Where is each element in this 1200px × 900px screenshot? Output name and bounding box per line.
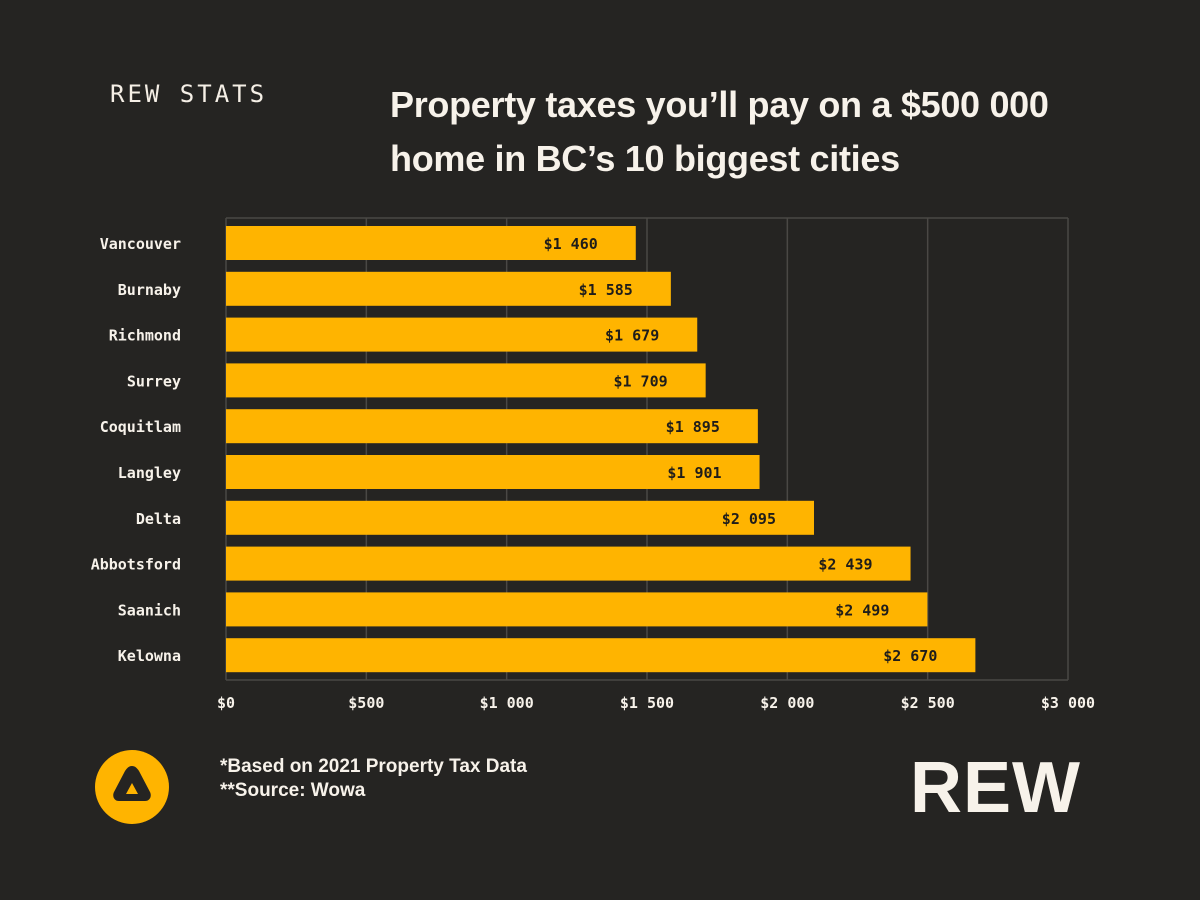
category-label: Delta (136, 510, 181, 528)
bar-value-label: $1 709 (613, 372, 667, 390)
rew-logo-icon (95, 750, 169, 824)
bar (226, 455, 760, 489)
bar (226, 638, 976, 673)
category-label: Saanich (118, 601, 181, 619)
footnote-data-year: *Based on 2021 Property Tax Data (220, 756, 527, 777)
bar-value-label: $1 679 (605, 327, 659, 345)
bar (226, 500, 814, 535)
category-label: Coquitlam (100, 418, 181, 436)
bars: $1 460 $1 585 $1 679 $1 709 $1 895 $1 901 $2 0… (226, 226, 976, 673)
bar-value-label: $1 901 (667, 464, 721, 482)
category-label: Burnaby (118, 281, 181, 299)
bar-value-label: $2 670 (883, 647, 937, 665)
bar (226, 226, 636, 260)
bar-value-label: $1 460 (544, 235, 598, 253)
category-label: Abbotsford (91, 556, 181, 574)
bar (226, 409, 758, 444)
category-label: Langley (118, 464, 181, 482)
footnotes: *Based on 2021 Property Tax Data **Sourc… (220, 755, 527, 803)
category-labels: Vancouver Burnaby Richmond Surrey Coquitlam L… (91, 235, 181, 665)
bar-value-label: $1 585 (579, 281, 633, 299)
bar (226, 592, 928, 627)
x-tick-label: $2 000 (760, 694, 814, 712)
bar (226, 271, 671, 306)
bar-value-label: $1 895 (666, 418, 720, 436)
bar (226, 317, 698, 352)
x-tick-label: $1 500 (620, 694, 674, 712)
category-label: Vancouver (100, 235, 181, 253)
x-tick-label: $500 (348, 694, 384, 712)
kicker-label: REW STATS (110, 80, 268, 108)
bar-value-label: $2 095 (722, 510, 776, 528)
category-label: Surrey (127, 372, 181, 390)
x-tick-label: $3 000 (1041, 694, 1095, 712)
category-label: Richmond (109, 327, 181, 345)
x-tick-labels: $0 $500 $1 000 $1 500 $2 000 $2 500 $3 000 (217, 694, 1095, 712)
bar (226, 363, 706, 398)
bar-value-label: $2 499 (835, 601, 889, 619)
chart-title: Property taxes you’ll pay on a $500 000 … (390, 84, 1049, 179)
bar-value-label: $2 439 (818, 556, 872, 574)
bar (226, 546, 911, 581)
x-tick-label: $0 (217, 694, 235, 712)
x-tick-label: $2 500 (901, 694, 955, 712)
x-tick-label: $1 000 (480, 694, 534, 712)
brand-wordmark: REW (910, 748, 1081, 828)
category-label: Kelowna (118, 647, 181, 665)
footnote-source: **Source: Wowa (220, 780, 366, 801)
